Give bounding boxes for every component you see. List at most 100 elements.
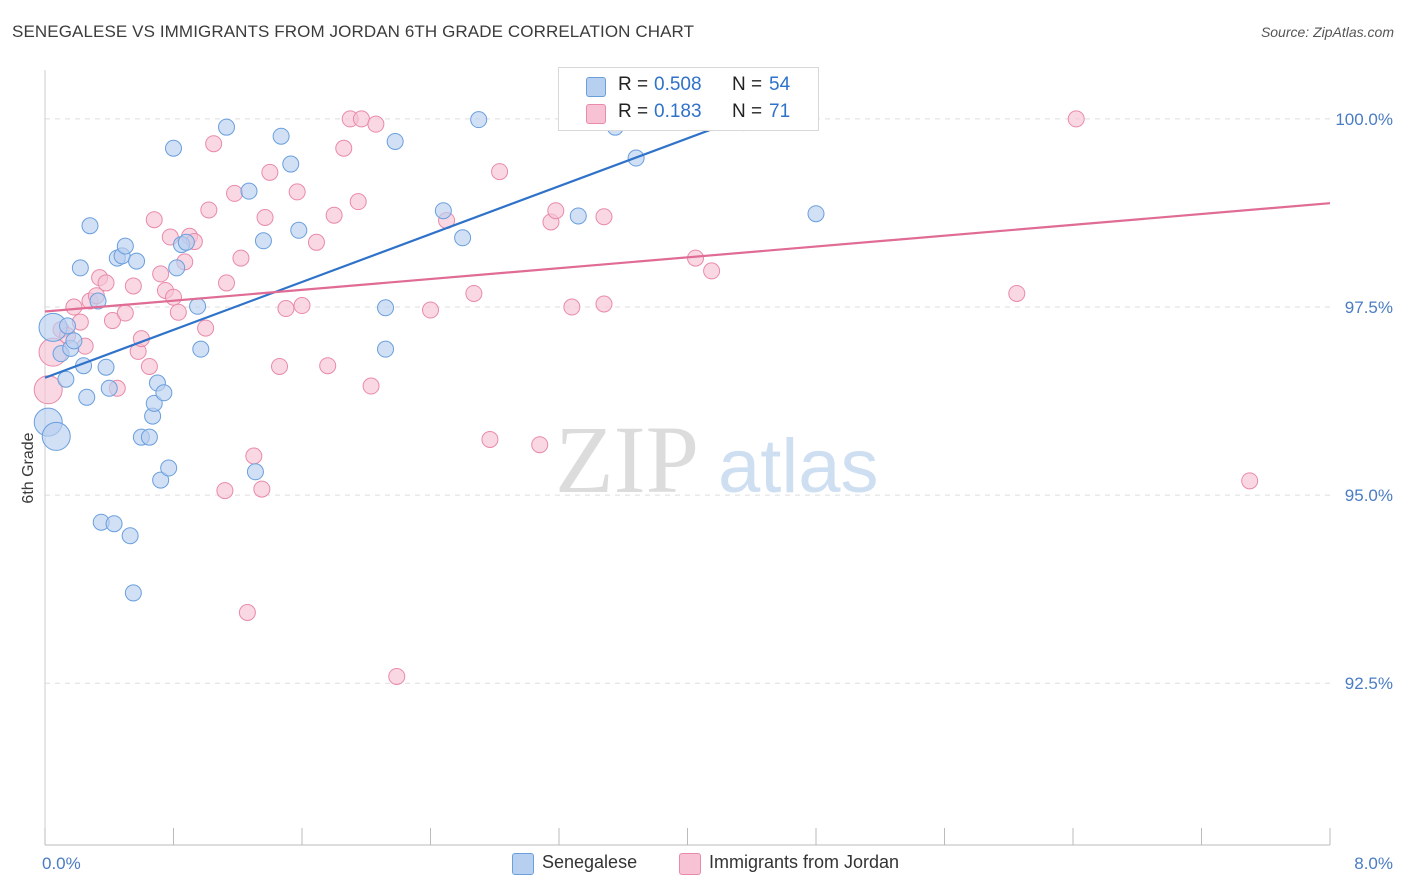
senegalese-point	[454, 229, 472, 247]
senegalese-point	[272, 127, 290, 145]
senegalese-point	[168, 259, 186, 277]
jordan-point	[97, 274, 115, 292]
jordan-point	[197, 319, 215, 337]
senegalese-point	[434, 202, 452, 220]
senegalese-point	[189, 297, 207, 315]
jordan-point	[152, 265, 170, 283]
jordan-point	[116, 304, 134, 322]
jordan-point	[103, 312, 121, 330]
senegalese-point	[152, 471, 170, 489]
senegalese-point	[140, 428, 158, 446]
jordan-point	[362, 377, 380, 395]
senegalese-point	[121, 527, 139, 545]
jordan-point	[325, 206, 343, 224]
chart-title: SENEGALESE VS IMMIGRANTS FROM JORDAN 6TH…	[12, 22, 695, 41]
senegalese-point	[246, 463, 264, 481]
legend-n-value: 71	[769, 101, 791, 122]
legend-r-value: 0.508	[654, 74, 702, 95]
senegalese-point	[254, 232, 272, 250]
legend-row-senegalese: R = 0.508 N = 54	[559, 72, 818, 100]
senegalese-point	[290, 221, 308, 239]
jordan-point	[547, 202, 565, 220]
jordan-point	[200, 201, 218, 219]
jordan-point	[703, 262, 721, 280]
senegalese-point	[155, 384, 173, 402]
source-note: Source: ZipAtlas.com	[1260, 24, 1394, 40]
y-axis-title: 6th Grade	[20, 432, 37, 503]
jordan-point	[491, 163, 509, 181]
y-tick-label: 97.5%	[1345, 298, 1393, 317]
jordan-point	[277, 300, 295, 318]
bottom-legend-swatch-jordan	[679, 853, 701, 875]
jordan-point	[218, 274, 236, 292]
senegalese-point	[97, 358, 115, 376]
bottom-legend-label-senegalese: Senegalese	[542, 852, 638, 872]
jordan-point	[595, 208, 613, 226]
jordan-point	[124, 277, 142, 295]
senegalese-point	[78, 388, 96, 406]
jordan-point	[216, 482, 234, 500]
senegalese-point	[282, 155, 300, 173]
legend-n-label: N =	[732, 101, 763, 122]
jordan-point	[140, 357, 158, 375]
senegalese-point	[470, 111, 488, 129]
senegalese-point	[57, 370, 75, 388]
jordan-point	[169, 303, 187, 321]
legend-r-label: R =	[618, 101, 649, 122]
senegalese-point	[100, 379, 118, 397]
legend-row-jordan: R = 0.183 N = 71	[559, 99, 818, 127]
x-tick-label-right: 8.0%	[1354, 854, 1393, 873]
jordan-point	[1241, 472, 1259, 490]
senegalese-point	[81, 217, 99, 235]
senegalese-point	[145, 394, 163, 412]
senegalese-point	[377, 299, 395, 317]
jordan-point	[1008, 284, 1026, 302]
jordan-point	[422, 301, 439, 319]
senegalese-point	[377, 340, 395, 358]
senegalese-point	[192, 340, 210, 358]
jordan-point	[367, 115, 385, 133]
jordan-point	[226, 184, 244, 202]
legend-n-value: 54	[769, 74, 791, 95]
legend-r-label: R =	[618, 74, 649, 95]
jordan-point	[232, 249, 250, 267]
senegalese-point	[89, 292, 107, 310]
senegalese-point	[128, 252, 146, 270]
axes	[44, 70, 1331, 846]
jordan-point	[352, 110, 370, 128]
jordan-point	[307, 233, 325, 251]
stats-legend: R = 0.508 N = 54 R = 0.183 N = 71	[558, 67, 819, 131]
senegalese-point	[41, 421, 71, 451]
jordan-trendline	[44, 202, 1331, 313]
x-tick-label-left: 0.0%	[42, 854, 81, 873]
jordan-point	[349, 193, 367, 211]
senegalese-point	[807, 205, 825, 223]
trendlines	[44, 116, 1331, 379]
senegalese-point	[218, 118, 236, 136]
jordan-point	[261, 163, 279, 181]
jordan-point	[271, 357, 289, 375]
bottom-legend-label-jordan: Immigrants from Jordan	[709, 852, 900, 872]
legend-n-label: N =	[732, 74, 763, 95]
senegalese-point	[386, 132, 404, 150]
senegalese-point	[569, 207, 587, 225]
legend-swatch-jordan	[586, 104, 606, 124]
tick-labels: 100.0% 97.5% 95.0% 92.5% 0.0% 8.0%	[42, 110, 1393, 873]
jordan-point	[388, 667, 406, 685]
watermark: ZIP atlas	[555, 406, 879, 513]
y-tick-label: 100.0%	[1335, 110, 1393, 129]
jordan-point	[465, 284, 483, 302]
gridlines	[45, 118, 1330, 684]
senegalese-trendline	[44, 116, 745, 379]
senegalese-point	[65, 332, 83, 350]
jordan-point	[253, 480, 271, 498]
senegalese-point	[58, 317, 76, 335]
series-jordan-points	[33, 110, 1259, 685]
jordan-point	[205, 135, 223, 153]
watermark-atlas: atlas	[718, 424, 879, 509]
jordan-point	[481, 430, 499, 448]
senegalese-point	[116, 237, 134, 255]
senegalese-point	[124, 584, 142, 602]
legend-r-value: 0.183	[654, 101, 702, 122]
jordan-point	[65, 298, 83, 316]
